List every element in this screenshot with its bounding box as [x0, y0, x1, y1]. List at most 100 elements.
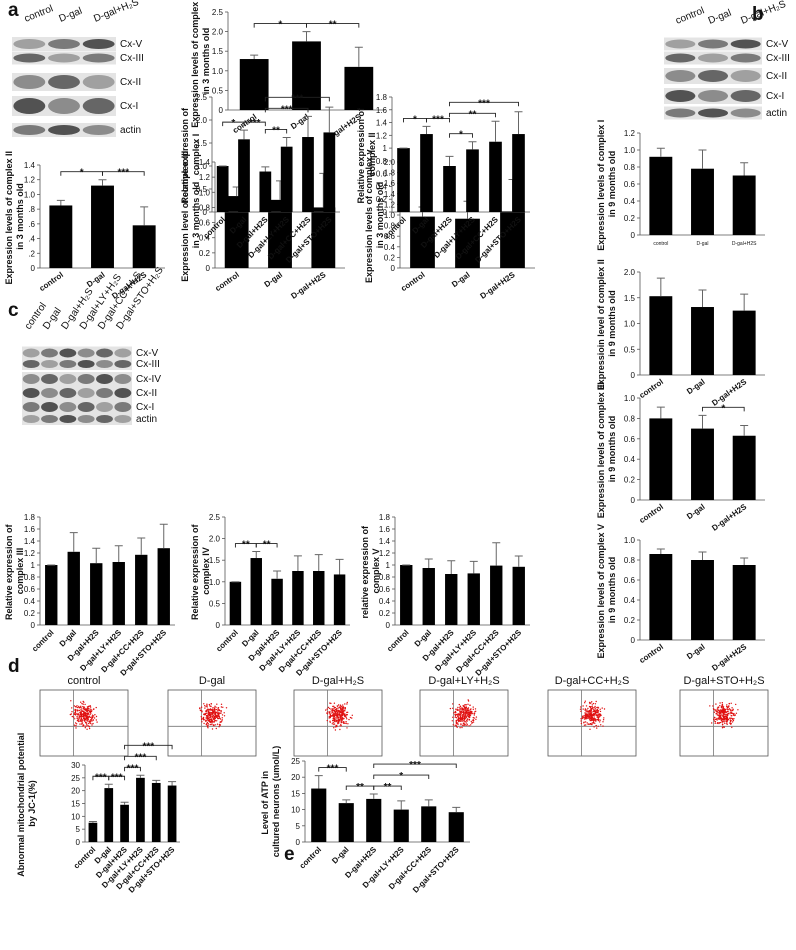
- flow-dot: [717, 717, 719, 719]
- y-tick-label: 2.5: [212, 8, 224, 17]
- y-tick-label: 1.4: [379, 537, 391, 546]
- y-tick-label: 0.8: [379, 573, 391, 582]
- flow-dot: [457, 723, 459, 726]
- y-tick-label: 1.4: [199, 158, 211, 167]
- flow-dot: [74, 706, 77, 708]
- y-tick-label: 1: [31, 561, 36, 570]
- flow-dot: [714, 722, 716, 724]
- flow-dot: [724, 722, 726, 725]
- flow-dot: [205, 714, 208, 717]
- y-tick-label: 2.0: [212, 28, 224, 37]
- flow-dot: [211, 712, 214, 715]
- flow-dot: [335, 713, 337, 715]
- flow-dot: [75, 723, 78, 725]
- flow-dot: [217, 717, 219, 720]
- flow-dot: [207, 713, 209, 715]
- flow-dot: [89, 720, 92, 722]
- flow-dot: [596, 727, 598, 729]
- y-tick-label: 1.0: [624, 536, 636, 545]
- flow-dot: [584, 712, 586, 714]
- y-tick-label: 1.8: [24, 513, 36, 522]
- y-tick-label: 2.0: [384, 158, 396, 167]
- flow-dot: [586, 709, 588, 711]
- flow-dot: [729, 720, 732, 723]
- blot-band: [96, 388, 113, 398]
- flow-dot: [737, 709, 739, 711]
- flow-dot: [345, 721, 347, 723]
- flow-dot: [462, 724, 464, 726]
- y-tick-label: 0.4: [624, 455, 636, 464]
- flow-dot: [465, 711, 467, 713]
- flow-dot: [721, 710, 723, 712]
- flow-dot: [70, 700, 72, 702]
- flow-dot: [468, 713, 470, 715]
- flow-dot: [205, 720, 208, 722]
- blot-band: [13, 125, 46, 135]
- blot-band: [114, 415, 132, 423]
- blot-band: [114, 348, 132, 358]
- flow-dot: [346, 701, 348, 704]
- flow-dot: [456, 726, 458, 728]
- flow-dot: [88, 705, 91, 707]
- flow-dot: [339, 704, 342, 706]
- significance-label: ***: [249, 118, 261, 129]
- flow-dot: [210, 721, 212, 724]
- flow-dot: [712, 708, 715, 710]
- y-tick-label: 0: [216, 621, 221, 630]
- blot-band: [48, 75, 80, 89]
- flow-dot: [599, 708, 601, 710]
- bar: [338, 803, 354, 842]
- blot-band: [41, 388, 58, 398]
- band-label: Cx-IV: [136, 374, 161, 385]
- flow-dot: [93, 708, 95, 710]
- flow-title: D-gal+H₂S: [312, 675, 364, 687]
- flow-dot: [713, 716, 716, 719]
- bar: [120, 804, 129, 842]
- flow-dot: [472, 721, 475, 723]
- flow-dot: [715, 703, 717, 705]
- y-tick-label: 1.4: [384, 190, 396, 199]
- flow-dot: [455, 708, 457, 710]
- flow-dot: [456, 722, 459, 724]
- band-label: actin: [766, 108, 787, 119]
- flow-dot: [332, 705, 334, 708]
- flow-dot: [594, 705, 596, 708]
- flow-dot: [212, 716, 214, 718]
- flow-dot: [200, 718, 203, 721]
- significance-bracket: [449, 101, 519, 107]
- flow-dot: [76, 709, 79, 711]
- flow-dot: [585, 724, 587, 726]
- flow-dot: [213, 708, 216, 711]
- blot-band: [48, 98, 80, 114]
- flow-title: D-gal+CC+H₂S: [555, 675, 630, 687]
- bar: [732, 175, 756, 235]
- flow-dot: [78, 706, 81, 709]
- flow-dot: [214, 713, 217, 715]
- flow-dot: [590, 715, 592, 717]
- y-tick-label: 2.5: [196, 93, 208, 102]
- flow-dot: [84, 709, 87, 711]
- x-tick-label: D-gal+H2S: [732, 241, 757, 247]
- flow-dot: [79, 713, 82, 716]
- flow-dot: [199, 707, 201, 709]
- flow-dot: [333, 719, 335, 722]
- significance-bracket: [102, 171, 145, 176]
- bar: [229, 581, 242, 625]
- flow-dot: [603, 708, 606, 710]
- flow-dot: [466, 710, 468, 712]
- error-bar: [282, 136, 291, 147]
- flow-dot: [203, 722, 205, 725]
- flow-dot: [332, 710, 335, 712]
- flow-dot: [589, 702, 591, 705]
- error-bar: [740, 162, 749, 176]
- flow-dot: [585, 711, 587, 713]
- y-tick-label: 0.4: [376, 182, 388, 191]
- flow-dot: [469, 704, 471, 706]
- flow-dot: [208, 703, 211, 706]
- flow-dot: [469, 709, 472, 711]
- flow-dot: [334, 729, 337, 731]
- error-bar: [698, 551, 707, 560]
- flow-dot: [716, 717, 718, 720]
- flow-dot: [723, 721, 725, 723]
- flow-dot: [210, 712, 213, 714]
